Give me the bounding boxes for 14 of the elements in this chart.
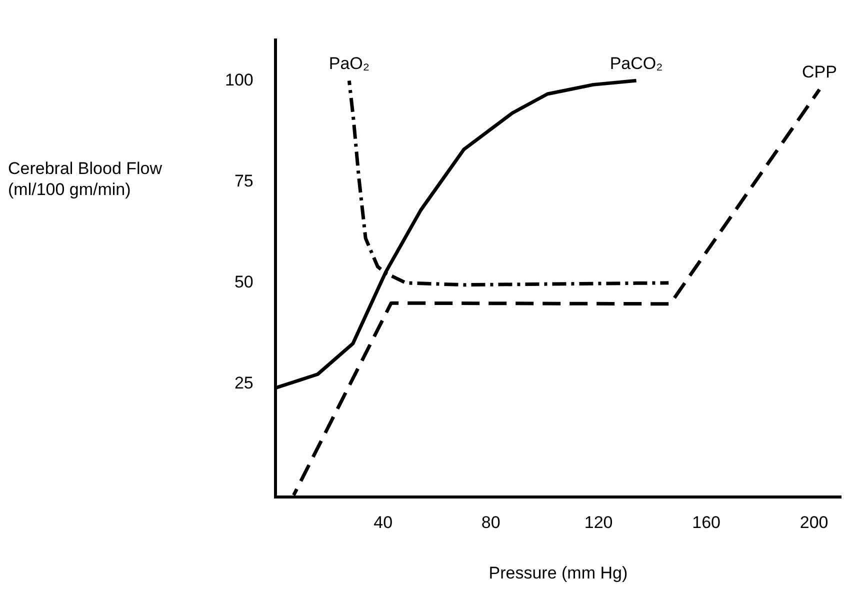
series-label: PaO₂ [328, 54, 370, 73]
x-axis-title: Pressure (mm Hg) [488, 563, 628, 582]
x-tick-label: 40 [374, 513, 393, 532]
y-tick-label: 25 [234, 374, 254, 393]
x-tick-label: 160 [692, 513, 721, 532]
y-axis-title: Cerebral Blood Flow (ml/100 gm/min) [8, 158, 164, 200]
x-tick-label: 80 [481, 513, 500, 532]
series-label: PaCO₂ [610, 54, 663, 73]
series-label: CPP [802, 62, 837, 82]
y-tick-label: 75 [234, 171, 254, 190]
y-tick-label: 100 [224, 70, 254, 90]
x-tick-label: 200 [800, 513, 828, 532]
y-tick-label: 50 [234, 272, 254, 292]
x-tick-label: 120 [584, 513, 613, 532]
